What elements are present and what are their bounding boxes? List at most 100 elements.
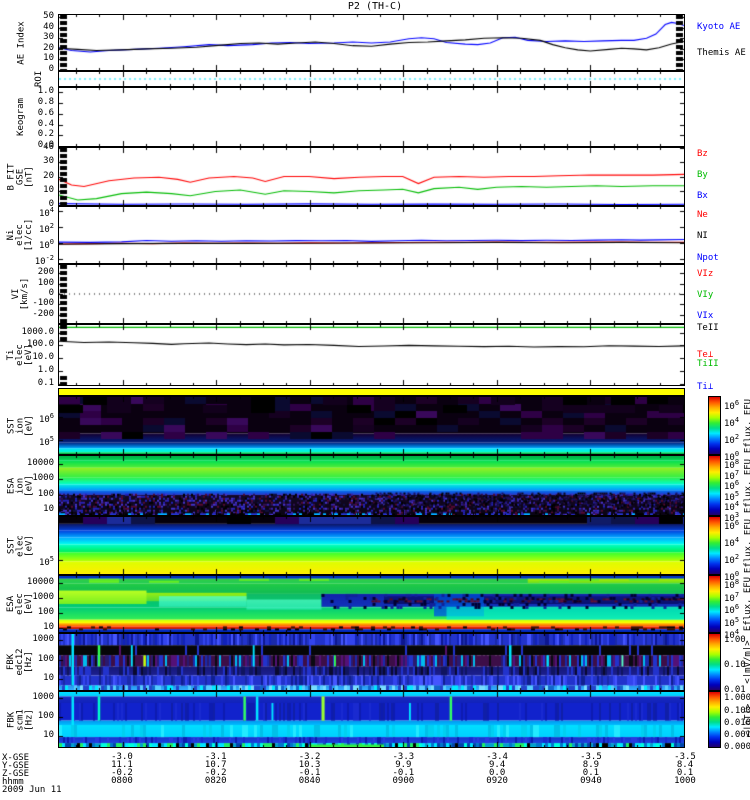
ytick-bfit-1: 30 [43,156,54,167]
colorbar-fbk_edc12 [708,633,721,691]
cbunit-esa_elec: Eflux, EFU [743,576,750,632]
panel-esa_ion-plot [59,456,684,515]
cbtick-esa_ion-0: 108 [724,458,740,472]
ylabel-esa_ion: ESA ion [eV] [6,474,34,497]
panel-keogram-plot [59,88,684,146]
date-label: 2009 Jun 11 [2,785,62,795]
legend-vi-1: VIy [697,290,714,300]
panel-vi [58,264,685,324]
ylabel-sst_elec: SST elec [eV] [6,534,34,557]
cbunit-esa_ion: Eflux, EFU [743,458,750,513]
panel-sst_elec [58,516,685,575]
ytick-vi-0: 200 [37,267,54,278]
xcol-3-6: 1000 [674,776,696,786]
panel-fbk_edc12-plot [59,634,684,690]
ylabel-bfit: B FIT GSE [nT] [6,162,34,191]
xcol-0-1: -3.1 [204,752,227,762]
xcol-0-4: -3.4 [486,752,508,762]
cbtick-fbk_scm1-1: 0.1000 [724,705,750,716]
ytick-esa_ion-1: 1000 [32,473,54,484]
legend-ti-3: Ti⊥ [697,381,714,392]
ytick-ni-2: 100 [38,238,54,252]
xcol-0-3: -3.3 [392,752,415,762]
legend-ni-1: NI [697,231,708,242]
cbunit-sst_elec: Eflux, EFU [743,518,750,573]
xcol-1-4: 9.4 [489,760,506,770]
ytick-esa_elec-0: 10000 [26,577,54,588]
panel-sst_elec-plot [59,517,684,574]
ytick-ae-5: 0 [48,64,54,74]
xcol-0-6: -3.5 [674,752,696,762]
xcol-2-5: 0.1 [582,768,600,778]
legend-ti-1: Te⊥ [697,350,714,361]
colorbar-esa_elec [708,575,721,633]
xcol-2-6: 0.1 [676,768,694,778]
ytick-keogram-3: 0.4 [37,118,54,129]
ytick-vi-2: 0 [48,288,54,298]
colorbar-fbk_scm1 [708,691,721,748]
ytick-sst_ion-1: 105 [38,435,54,449]
panel-ni-plot [59,207,684,263]
cbtick-esa_elec-2: 106 [724,603,740,617]
cbtick-esa_ion-1: 107 [724,468,740,482]
ytick-esa_elec-1: 1000 [32,592,54,603]
panel-bfit [58,147,685,206]
ytick-esa_elec-3: 10 [43,621,54,632]
ytick-esa_ion-2: 100 [37,488,54,499]
cbtick-esa_ion-4: 104 [724,500,740,514]
cbtick-esa_elec-0: 108 [724,578,740,592]
ytick-ti-0: 1000.0 [21,326,54,337]
ylabel-vi: VI [km/s] [11,277,30,311]
cbtick-sst_elec-1: 104 [724,536,740,550]
ylabel-roi: ROI [34,70,44,87]
cbtick-fbk_edc12-1: 0.10 [724,660,746,671]
ytick-esa_ion-0: 10000 [26,457,54,468]
colorbar-sst_ion [708,396,721,455]
panel-ti [58,324,685,386]
ylabel-ti: Ti elec [eV] [6,344,34,366]
xcol-2-0: -0.2 [111,768,133,778]
ytick-ni-0: 104 [38,206,54,219]
cbtick-esa_elec-1: 107 [724,590,740,604]
cbtick-esa_elec-4: 104 [724,628,740,642]
ytick-ae-4: 10 [43,53,54,64]
ytick-sst_elec-0: 105 [38,554,54,568]
xaxis-row-label-y-gse: Y-GSE [2,761,30,771]
ytick-ae-1: 40 [43,21,54,32]
xcol-3-3: 0900 [392,776,415,786]
ytick-vi-1: 100 [37,277,54,288]
legend-bfit-0: Bz [697,148,708,159]
panel-esa_ion [58,455,685,516]
panel-bfit-plot [59,148,684,205]
page-title: P2 (TH-C) [347,1,403,12]
cbtick-sst_elec-2: 102 [724,553,740,567]
legend-ti-0: TeII [697,323,719,333]
panel-roi-plot [59,72,684,86]
cbtick-fbk_edc12-2: 0.01 [724,685,746,696]
colorbar-esa_ion [708,455,721,516]
ylabel-fbk_edc12: FBK edc12 [Hz] [6,648,34,676]
ytick-ti-4: 0.1 [37,377,54,388]
ytick-fbk_scm1-1: 100 [37,711,54,722]
xcol-3-2: 0840 [298,776,321,786]
panel-esa_elec-plot [59,576,684,632]
xcol-2-1: -0.2 [204,768,227,778]
ytick-ti-1: 100.0 [26,339,54,350]
ytick-vi-4: -200 [32,308,54,319]
legend-vi-2: VIx [697,311,714,321]
xcol-0-0: -3.0 [111,752,133,762]
ylabel-sst_ion: SST ion [eV] [6,414,34,437]
cbtick-sst_elec-3: 100 [724,570,740,584]
xcol-1-2: 10.3 [298,760,321,770]
ytick-sst_ion-0: 106 [38,412,54,426]
cbtick-sst_ion-1: 104 [724,416,740,430]
ylabel-ni: Ni elec [1/cc] [6,218,34,252]
xcol-1-6: 8.4 [676,760,694,770]
xcol-2-2: -0.1 [298,768,321,778]
xcol-1-5: 8.9 [582,760,600,770]
xcol-3-5: 0940 [580,776,602,786]
